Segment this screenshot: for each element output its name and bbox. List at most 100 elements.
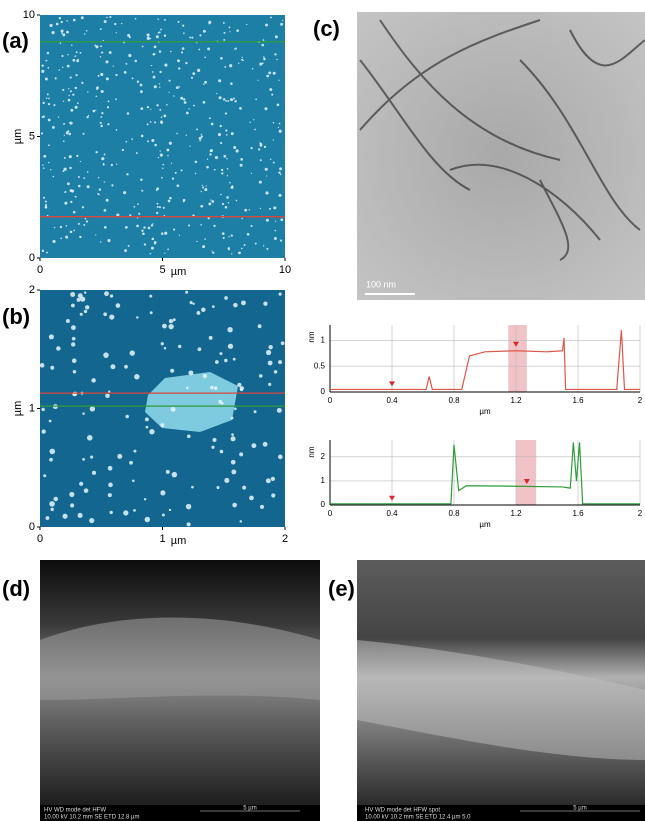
particle — [141, 135, 144, 138]
particle — [226, 158, 227, 159]
particle — [265, 168, 268, 171]
particle — [223, 98, 225, 100]
particle — [278, 127, 279, 128]
particle — [206, 185, 207, 186]
particle — [224, 478, 229, 483]
particle — [76, 51, 78, 53]
particle — [150, 121, 152, 123]
particle — [244, 244, 246, 246]
particle — [231, 234, 233, 236]
particle — [49, 24, 52, 27]
particle — [266, 478, 271, 483]
particle — [264, 146, 266, 148]
particle — [65, 236, 68, 239]
particle — [227, 175, 228, 176]
particle — [101, 112, 103, 114]
particle — [220, 450, 224, 454]
particle — [195, 161, 198, 164]
particle — [254, 129, 256, 131]
x-tick-label: 0 — [37, 533, 43, 545]
particle — [173, 318, 176, 321]
particle — [70, 109, 73, 112]
particle — [181, 51, 183, 53]
particle — [258, 324, 262, 328]
particle — [167, 155, 168, 156]
particle — [145, 517, 150, 522]
particle — [219, 96, 222, 99]
particle — [196, 128, 198, 130]
particle — [253, 119, 254, 120]
particle — [242, 486, 246, 490]
particle — [130, 350, 135, 355]
particle — [62, 33, 65, 36]
particle — [197, 69, 200, 72]
particle — [278, 360, 282, 364]
particle — [78, 223, 80, 225]
particle — [224, 66, 226, 68]
particle — [271, 493, 275, 497]
particle — [137, 81, 139, 83]
particle — [136, 152, 138, 154]
particle — [251, 173, 252, 174]
y-tick-label: 2 — [321, 452, 326, 461]
particle — [75, 106, 78, 109]
particle — [172, 472, 178, 478]
particle — [124, 365, 128, 369]
particle — [156, 212, 158, 214]
particle — [43, 167, 45, 169]
particle — [100, 73, 103, 76]
profile-line — [330, 330, 640, 389]
particle — [263, 442, 268, 447]
particle — [234, 100, 236, 102]
particle — [154, 144, 157, 147]
particle — [239, 452, 243, 456]
particle — [94, 44, 96, 46]
particle — [164, 232, 167, 235]
particle — [67, 54, 68, 55]
particle — [277, 408, 282, 413]
particle — [265, 191, 268, 194]
particle — [271, 477, 275, 481]
particle — [147, 123, 149, 125]
particle — [269, 208, 271, 210]
particle — [228, 236, 229, 237]
particle — [221, 402, 224, 405]
particle — [199, 140, 201, 142]
particle — [280, 23, 283, 26]
particle — [65, 191, 67, 193]
x-tick-label: 0 — [328, 396, 333, 405]
particle — [59, 17, 61, 19]
particle — [268, 383, 271, 386]
particle — [169, 509, 171, 511]
particle — [163, 207, 165, 209]
particle — [265, 24, 268, 27]
y-tick-label: 2 — [29, 284, 35, 296]
particle — [105, 394, 110, 399]
particle — [186, 387, 189, 390]
particle — [151, 247, 154, 250]
particle — [214, 386, 218, 390]
particle — [254, 410, 257, 413]
particle — [68, 99, 71, 102]
particle — [255, 243, 257, 245]
particle — [233, 146, 236, 149]
particle — [136, 225, 139, 228]
particle — [68, 95, 69, 96]
particle — [150, 38, 151, 39]
particle — [95, 234, 96, 235]
particle — [108, 493, 112, 497]
particle — [45, 201, 47, 203]
particle — [132, 480, 135, 483]
particle — [99, 188, 101, 190]
particle — [61, 30, 64, 33]
particle — [280, 218, 283, 221]
particle — [263, 245, 264, 246]
particle — [204, 188, 207, 191]
particle — [45, 77, 48, 80]
particle — [109, 511, 112, 514]
particle — [45, 204, 47, 206]
particle — [263, 58, 265, 60]
particle — [266, 248, 268, 250]
particle — [48, 144, 50, 146]
particle — [249, 209, 250, 210]
